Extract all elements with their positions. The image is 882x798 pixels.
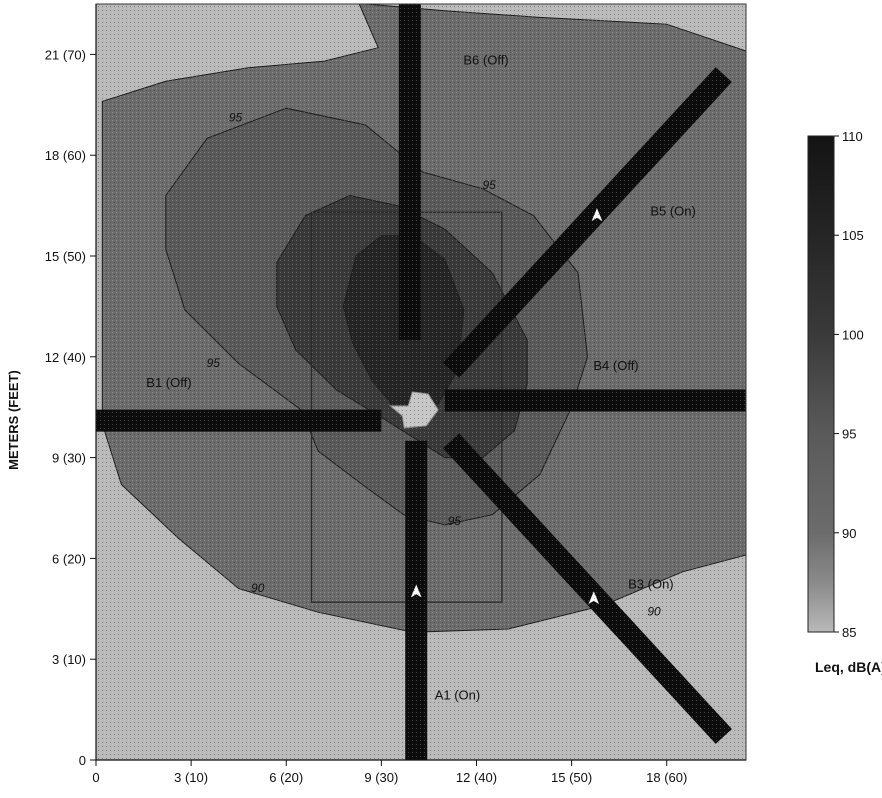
x-tick-label-1: 3 (10) xyxy=(174,770,208,785)
axes: 0 3 (10) 6 (20) 9 (30) 12 (40) 15 (50) 18 (60)… xyxy=(6,4,746,785)
beam-label-6: B6 (Off) xyxy=(463,52,508,67)
x-tick-label-5: 15 (50) xyxy=(551,770,592,785)
contour-label-4: 95 xyxy=(482,178,496,192)
plot-area: 90 90 95 95 95 95 A1 (On) B1 (Off) B3 (On) B4 (O… xyxy=(95,3,747,761)
y-tick-label-1: 3 (10) xyxy=(52,652,86,667)
y-tick-label-6: 18 (60) xyxy=(45,148,86,163)
x-tick-label-6: 18 (60) xyxy=(646,770,687,785)
colorbar-gradient xyxy=(807,135,835,633)
y-tick-label-3: 9 (30) xyxy=(52,451,86,466)
y-tick-label-4: 12 (40) xyxy=(45,350,86,365)
colorbar-tick-label-2: 100 xyxy=(842,327,864,342)
colorbar-tick-label-3: 95 xyxy=(842,427,856,442)
x-tick-label-3: 9 (30) xyxy=(364,770,398,785)
y-axis-title: METERS (FEET) xyxy=(6,370,21,470)
contour-label-3: 95 xyxy=(229,111,243,125)
beam-label-5: B5 (On) xyxy=(650,204,696,219)
contour-label-6: 95 xyxy=(448,514,462,528)
x-tick-group: 0 3 (10) 6 (20) 9 (30) 12 (40) 15 (50) 18 (60) xyxy=(92,760,687,785)
x-tick-label-4: 12 (40) xyxy=(456,770,497,785)
x-tick-label-0: 0 xyxy=(92,770,99,785)
colorbar-tick-label-0: 110 xyxy=(842,129,863,144)
y-tick-label-2: 6 (20) xyxy=(52,551,86,566)
contour-label-2: 90 xyxy=(647,605,661,619)
x-tick-label-2: 6 (20) xyxy=(269,770,303,785)
y-tick-label-7: 21 (70) xyxy=(45,47,86,62)
beam-label-2: B1 (Off) xyxy=(146,375,191,390)
y-tick-group: 0 3 (10) 6 (20) 9 (30) 12 (40) 15 (50) 18 (60)… xyxy=(45,47,96,768)
colorbar-tick-label-4: 90 xyxy=(842,526,856,541)
colorbar-tick-label-5: 85 xyxy=(842,625,856,640)
y-tick-label-0: 0 xyxy=(79,753,86,768)
contour-label-1: 90 xyxy=(251,581,265,595)
contour-label-5: 95 xyxy=(207,356,221,370)
beam-label-4: B4 (Off) xyxy=(593,358,638,373)
colorbar-title: Leq, dB(A) xyxy=(815,659,882,675)
beam-label-3: B3 (On) xyxy=(628,577,674,592)
contour-label-layer: 90 90 95 95 95 95 xyxy=(207,111,661,619)
beam-label-1: A1 (On) xyxy=(435,688,481,703)
beam-label-layer: A1 (On) B1 (Off) B3 (On) B4 (Off) B5 (On) B6 … xyxy=(146,52,696,702)
colorbar-tick-group: 110 105 100 95 90 85 xyxy=(834,129,864,640)
y-tick-label-5: 15 (50) xyxy=(45,249,86,264)
colorbar: 110 105 100 95 90 85 Leq, dB(A) xyxy=(807,129,882,675)
stipple-texture xyxy=(96,4,746,760)
colorbar-tick-label-1: 105 xyxy=(842,228,864,243)
